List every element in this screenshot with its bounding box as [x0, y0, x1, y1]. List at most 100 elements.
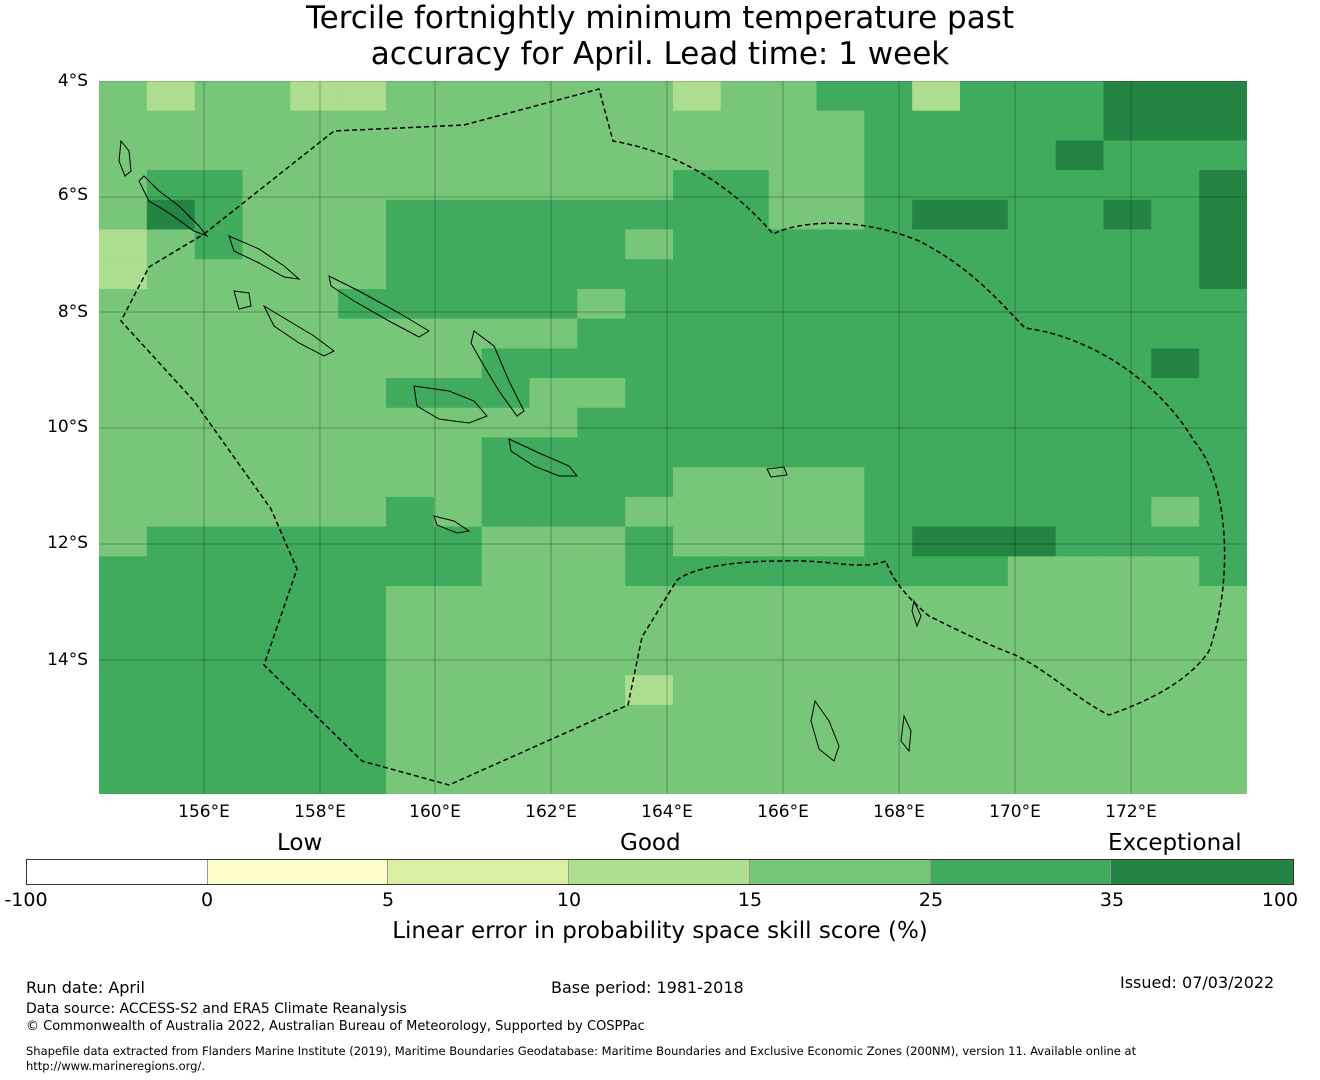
skill-cell [1103, 110, 1152, 141]
skill-cell [529, 556, 578, 587]
skill-cell [1151, 140, 1200, 171]
skill-cell [433, 467, 483, 498]
skill-cell [1199, 645, 1247, 676]
skill-cell [242, 378, 291, 409]
skill-cell [1151, 170, 1200, 201]
skill-cell [1055, 378, 1105, 409]
skill-cell [242, 645, 291, 676]
skill-cell [625, 496, 674, 528]
skill-cell [194, 645, 244, 676]
skill-cell [768, 615, 818, 647]
skill-cell [768, 81, 818, 112]
skill-cell [673, 110, 722, 141]
skill-cell [816, 496, 865, 528]
skill-cell [1151, 199, 1200, 231]
skill-cell [673, 229, 722, 260]
skill-cell [912, 704, 961, 736]
skill-cell [290, 407, 339, 439]
skill-cell [1007, 170, 1057, 201]
skill-cell [242, 140, 291, 171]
lat-label-6s: 6°S [57, 185, 88, 205]
skill-cell [864, 437, 913, 468]
skill-cell [194, 467, 244, 498]
skill-cell [816, 229, 865, 260]
skill-cell [386, 199, 435, 231]
skill-cell [1007, 437, 1057, 468]
skill-cell [1199, 675, 1247, 706]
skill-cell [673, 81, 722, 112]
skill-cell [1007, 615, 1057, 647]
skill-cell [146, 318, 196, 349]
skill-cell [1199, 229, 1247, 260]
skill-cell [577, 289, 626, 320]
skill-cell [912, 645, 961, 676]
skill-cell [960, 170, 1009, 201]
skill-cell [577, 615, 626, 647]
skill-cell [529, 734, 578, 765]
skill-cell [960, 407, 1009, 439]
skill-cell [1007, 526, 1057, 557]
lon-label-158e: 158°E [294, 802, 346, 822]
skill-cell [864, 615, 913, 647]
run-date: Run date: April [26, 978, 145, 997]
skill-cell [816, 615, 865, 647]
skill-cell [768, 556, 818, 587]
skill-cell [99, 467, 148, 498]
skill-cell [673, 586, 722, 617]
skill-cell [768, 110, 818, 141]
skill-cell [577, 348, 626, 379]
skill-cell [146, 556, 196, 587]
skill-cell [1103, 586, 1152, 617]
skill-cell [577, 318, 626, 349]
skill-cell [768, 467, 818, 498]
skill-cell [433, 764, 483, 794]
skill-cell [99, 615, 148, 647]
skill-cell [673, 259, 722, 290]
skill-cell [1055, 229, 1105, 260]
colorbar-tick-5: 5 [381, 889, 395, 911]
skill-cell [146, 229, 196, 260]
skill-cell [146, 645, 196, 676]
skill-cell [338, 437, 387, 468]
skill-cell [290, 229, 339, 260]
skill-cell [1007, 586, 1057, 617]
skill-cell [912, 229, 961, 260]
skill-cell [529, 259, 578, 290]
colorbar-title: Linear error in probability space skill … [392, 918, 928, 944]
skill-cell [912, 764, 961, 794]
skill-cell [99, 764, 148, 794]
skill-cell [1103, 348, 1152, 379]
skill-cell [242, 556, 291, 587]
skill-cell [1151, 526, 1200, 557]
skill-cell [1151, 229, 1200, 260]
skill-cell [673, 318, 722, 349]
skill-cell [912, 259, 961, 290]
skill-cell [338, 675, 387, 706]
skill-cell [433, 318, 483, 349]
skill-cell [1007, 645, 1057, 676]
skill-cell [720, 170, 770, 201]
skill-cell [290, 467, 339, 498]
skill-cell [242, 496, 291, 528]
skill-cell [816, 556, 865, 587]
skill-cell [625, 378, 674, 409]
skill-cell [290, 764, 339, 794]
maewo-island [911, 599, 922, 628]
skill-cell [338, 140, 387, 171]
skill-cell [960, 348, 1009, 379]
skill-cell [1055, 704, 1105, 736]
colorbar-segment-6 [930, 860, 1112, 884]
skill-cell [1151, 110, 1200, 141]
skill-cell [1007, 348, 1057, 379]
skill-cell [338, 467, 387, 498]
skill-cell [433, 645, 483, 676]
skill-cell [529, 140, 578, 171]
skill-cell [625, 170, 674, 201]
skill-cell [99, 526, 148, 557]
skill-cell [386, 170, 435, 201]
skill-cell [912, 526, 961, 557]
skill-cell [99, 170, 148, 201]
skill-cell [1199, 704, 1247, 736]
colorbar-segment-1 [27, 860, 208, 884]
skill-cell [1055, 615, 1105, 647]
